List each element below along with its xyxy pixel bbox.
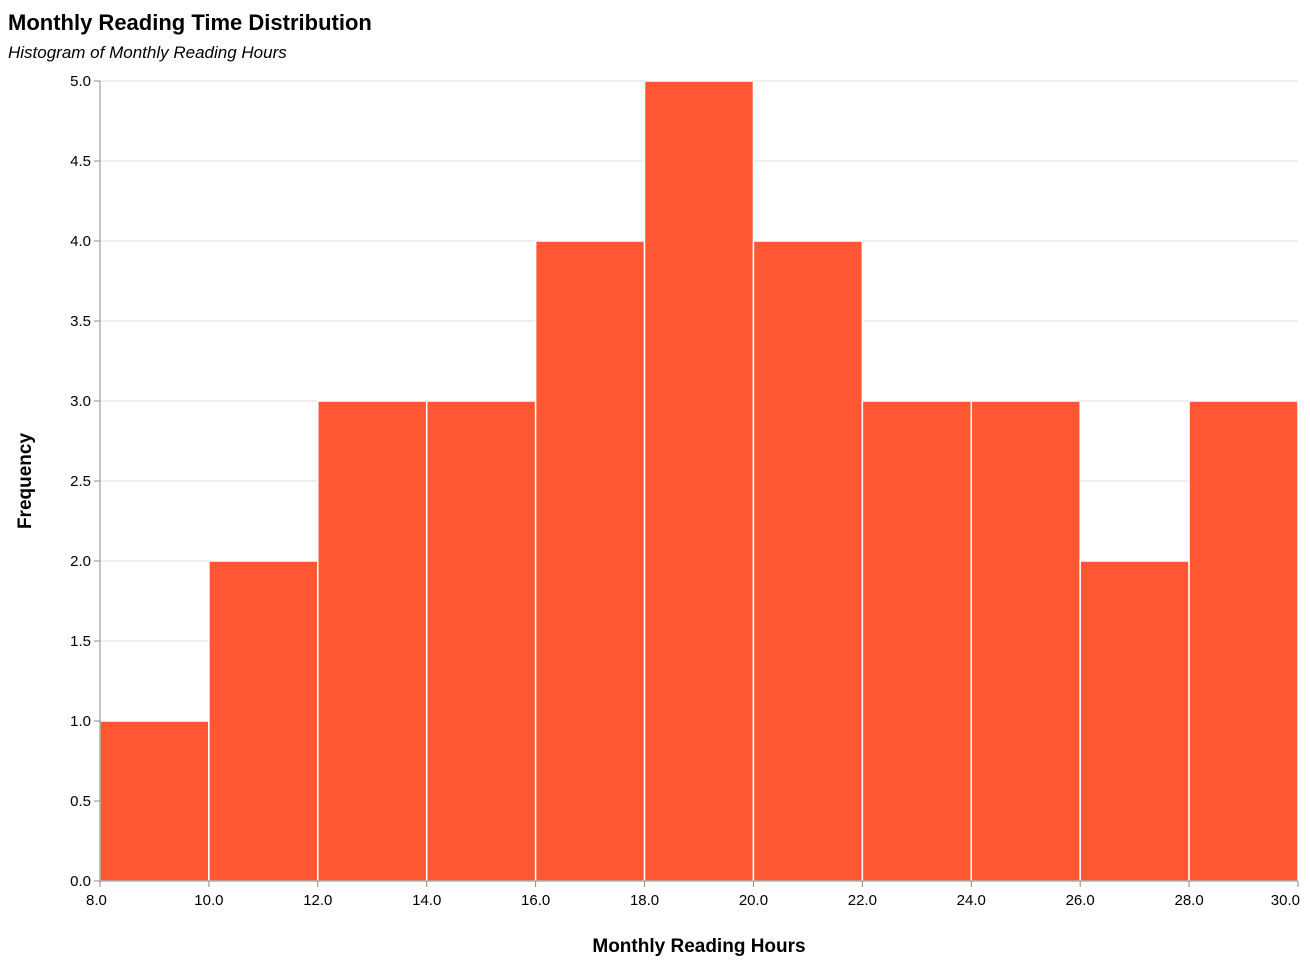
- histogram-bar: [317, 400, 428, 882]
- histogram-bar: [534, 240, 646, 882]
- x-tick-label: 22.0: [848, 892, 877, 909]
- y-tick-label: 1.5: [70, 633, 91, 650]
- x-tick-label: 20.0: [739, 892, 768, 909]
- histogram-bar: [970, 400, 1081, 882]
- y-tick-label: 1.0: [70, 713, 91, 730]
- histogram-bar: [99, 720, 210, 882]
- y-tick-label: 5.0: [70, 73, 91, 90]
- y-tick-label: 0.5: [70, 793, 91, 810]
- histogram-bar: [208, 560, 319, 882]
- y-tick-label: 3.5: [70, 313, 91, 330]
- y-axis-title: Frequency: [15, 433, 36, 530]
- y-tick-label: 0.0: [70, 873, 91, 890]
- histogram-bar: [752, 240, 864, 882]
- x-tick-label: 28.0: [1174, 892, 1203, 909]
- x-tick-label: 30.0: [1271, 892, 1300, 909]
- y-tick-label: 2.5: [70, 473, 91, 490]
- x-tick-label: 8.0: [86, 892, 107, 909]
- histogram-bar: [643, 80, 755, 882]
- y-tick-label: 2.0: [70, 553, 91, 570]
- bars: [99, 80, 1299, 882]
- y-tick-label: 4.0: [70, 233, 91, 250]
- x-tick-label: 26.0: [1066, 892, 1095, 909]
- histogram-bar: [1188, 400, 1299, 882]
- axes: 0.0 0.5 1.0 1.5 2.0 2.5 3.0 3.5 4.0 4.5 5.0 8.0 10.0…: [70, 73, 1300, 909]
- x-tick-label: 16.0: [521, 892, 550, 909]
- x-tick-label: 12.0: [303, 892, 332, 909]
- x-tick-label: 10.0: [194, 892, 223, 909]
- histogram-bar: [425, 400, 537, 882]
- chart-subtitle: Histogram of Monthly Reading Hours: [8, 43, 287, 62]
- x-axis-title: Monthly Reading Hours: [592, 936, 805, 957]
- histogram-bar: [1079, 560, 1190, 882]
- histogram-bar: [861, 400, 973, 882]
- chart-title: Monthly Reading Time Distribution: [8, 10, 372, 35]
- y-tick-label: 4.5: [70, 153, 91, 170]
- y-tick-label: 3.0: [70, 393, 91, 410]
- x-tick-label: 24.0: [957, 892, 986, 909]
- x-tick-label: 18.0: [630, 892, 659, 909]
- x-tick-label: 14.0: [412, 892, 441, 909]
